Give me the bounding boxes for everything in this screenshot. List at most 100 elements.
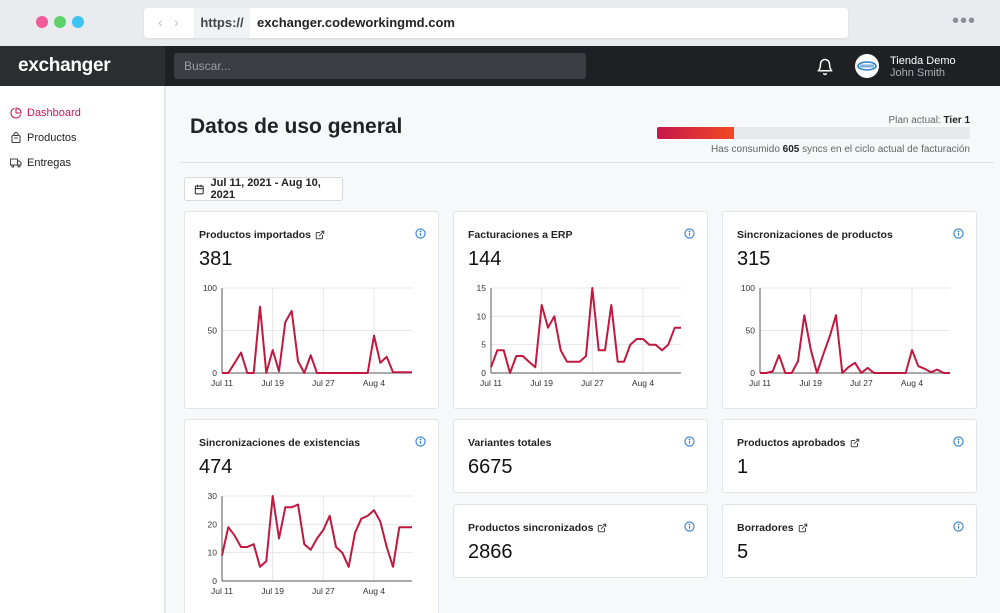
card-title-text: Variantes totales [468, 437, 552, 449]
info-icon[interactable] [953, 521, 964, 532]
date-range-picker[interactable]: Jul 11, 2021 - Aug 10, 2021 [184, 177, 343, 201]
card-value: 1 [737, 456, 749, 478]
close-window-dot[interactable] [36, 16, 48, 28]
store-name[interactable]: Tienda Demo [890, 55, 956, 67]
sidebar-item-productos[interactable]: Productos [10, 129, 77, 147]
info-icon[interactable] [415, 228, 426, 239]
card-sincronizaciones-productos: Sincronizaciones de productos 315 0 50 100… [722, 211, 977, 409]
card-title: Borradores [737, 522, 808, 534]
x-tick-label: Jul 11 [211, 586, 233, 596]
usage-progress-bar [657, 127, 970, 139]
chart-sincronizaciones-existencias: 0 10 20 30 Jul 11 Jul 19 Jul 27 Aug 4 [208, 491, 412, 596]
card-title-text: Facturaciones a ERP [468, 229, 573, 241]
series-line [760, 314, 950, 374]
card-facturaciones-erp: Facturaciones a ERP 144 0 5 10 15 Jul 11 Jul … [453, 211, 708, 409]
plan-prefix: Plan actual: [888, 115, 944, 126]
x-tick-label: Jul 11 [211, 378, 233, 388]
info-icon[interactable] [684, 436, 695, 447]
date-range-label: Jul 11, 2021 - Aug 10, 2021 [210, 177, 321, 201]
card-sincronizaciones-existencias: Sincronizaciones de existencias 474 0 10 2… [184, 419, 439, 613]
usage-note: Has consumido 605 syncs en el ciclo actu… [711, 144, 970, 155]
brand-logo[interactable]: exchanger [18, 55, 111, 76]
plan-label: Plan actual: Tier 1 [888, 115, 970, 126]
sidebar-item-label: Productos [27, 132, 77, 144]
user-name: John Smith [890, 67, 946, 79]
x-tick-label: Jul 19 [261, 378, 284, 388]
x-tick-label: Aug 4 [363, 586, 385, 596]
back-arrow-icon[interactable]: ‹ [158, 14, 163, 30]
card-productos-aprobados: Productos aprobados 1 [722, 419, 977, 493]
x-tick-label: Jul 19 [261, 586, 284, 596]
external-link-icon[interactable] [315, 230, 325, 240]
series-line [221, 495, 412, 568]
bell-icon[interactable] [816, 58, 834, 76]
sidebar-item-label: Dashboard [27, 107, 81, 119]
card-title-text: Productos sincronizados [468, 522, 594, 534]
x-tick-label: Jul 19 [799, 378, 822, 388]
x-tick-label: Jul 11 [480, 378, 502, 388]
app-header: exchanger Tienda Demo John Smith [0, 46, 1000, 86]
y-tick-label: 10 [208, 548, 218, 558]
y-tick-label: 50 [208, 326, 218, 336]
maximize-window-dot[interactable] [72, 16, 84, 28]
plan-tier: Tier 1 [943, 115, 971, 126]
card-title: Variantes totales [468, 437, 551, 449]
x-tick-label: Aug 4 [632, 378, 654, 388]
y-tick-label: 0 [212, 576, 217, 586]
pie-chart-icon [10, 107, 22, 119]
info-icon[interactable] [953, 228, 964, 239]
usage-count: 605 [782, 144, 800, 155]
x-tick-label: Jul 27 [312, 378, 335, 388]
browser-chrome: ‹ › https:// exchanger.codeworkingmd.com… [0, 0, 1000, 46]
card-title-text: Productos aprobados [737, 437, 846, 449]
info-icon[interactable] [684, 521, 695, 532]
more-menu-icon[interactable]: ••• [952, 10, 977, 32]
x-tick-label: Aug 4 [363, 378, 385, 388]
truck-icon [10, 158, 22, 168]
info-icon[interactable] [684, 228, 695, 239]
external-link-icon[interactable] [597, 523, 607, 533]
sidebar-item-dashboard[interactable]: Dashboard [10, 104, 81, 122]
external-link-icon[interactable] [798, 523, 808, 533]
brand-area: exchanger [0, 46, 165, 86]
header-divider [180, 162, 994, 163]
sidebar-item-entregas[interactable]: Entregas [10, 154, 71, 172]
card-title: Sincronizaciones de productos [737, 229, 893, 241]
y-tick-label: 15 [477, 283, 487, 293]
card-value: 6675 [468, 456, 513, 478]
y-tick-label: 30 [208, 491, 218, 501]
url-domain[interactable]: exchanger.codeworkingmd.com [257, 15, 455, 30]
sidebar: Dashboard Productos Entregas [0, 86, 165, 613]
card-title-text: Sincronizaciones de existencias [199, 437, 361, 449]
card-value: 381 [199, 248, 233, 270]
x-tick-label: Jul 11 [749, 378, 771, 388]
y-tick-label: 10 [477, 311, 487, 321]
external-link-icon[interactable] [850, 438, 860, 448]
forward-arrow-icon[interactable]: › [174, 14, 179, 30]
minimize-window-dot[interactable] [54, 16, 66, 28]
card-value: 2866 [468, 541, 513, 563]
calendar-icon [194, 184, 204, 194]
card-value: 144 [468, 248, 502, 270]
info-icon[interactable] [953, 436, 964, 447]
address-bar[interactable]: ‹ › https:// exchanger.codeworkingmd.com [144, 8, 848, 38]
y-tick-label: 100 [203, 283, 217, 293]
card-productos-importados: Productos importados 381 0 50 100 Jul 11 Jul… [184, 211, 439, 409]
card-title-text: Productos importados [199, 229, 312, 241]
y-tick-label: 5 [481, 340, 486, 350]
search-input[interactable] [174, 53, 586, 79]
url-protocol: https:// [194, 8, 250, 38]
card-title-text: Sincronizaciones de productos [737, 229, 893, 241]
usage-prefix: Has consumido [710, 144, 783, 155]
store-avatar-icon[interactable] [855, 54, 879, 78]
info-icon[interactable] [415, 436, 426, 447]
y-tick-label: 100 [741, 283, 755, 293]
card-value: 5 [737, 541, 749, 563]
y-tick-label: 20 [208, 519, 218, 529]
x-tick-label: Jul 27 [581, 378, 604, 388]
card-value: 315 [737, 248, 771, 270]
chart-sincronizaciones-productos: 0 50 100 Jul 11 Jul 19 Jul 27 Aug 4 [741, 283, 950, 388]
page-title: Datos de uso general [190, 115, 403, 138]
x-tick-label: Jul 19 [530, 378, 553, 388]
series-line [490, 287, 681, 374]
